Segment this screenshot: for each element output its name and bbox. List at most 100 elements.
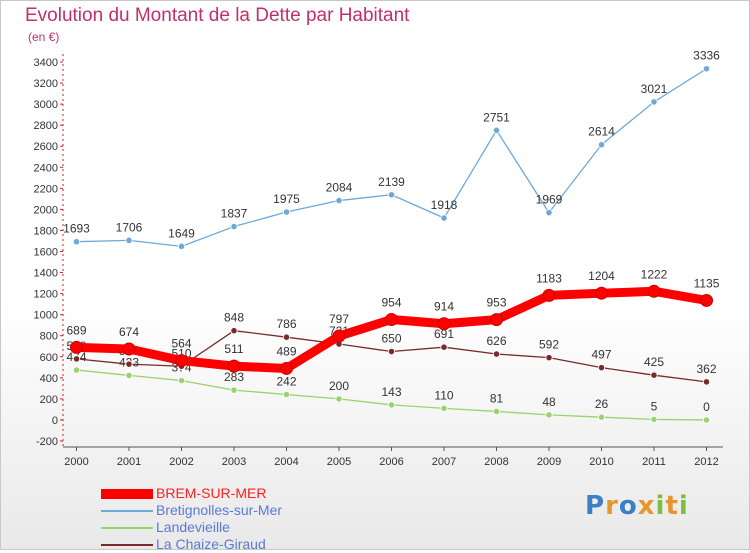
data-label: 5 <box>651 399 658 413</box>
data-point <box>595 286 608 300</box>
data-label: 626 <box>486 334 506 348</box>
y-tick-label: 2800 <box>34 120 58 132</box>
data-label: 425 <box>644 355 664 369</box>
data-label: 954 <box>381 296 401 310</box>
data-label: 26 <box>595 397 609 411</box>
data-point <box>387 401 396 409</box>
y-tick-label: 3400 <box>34 57 58 69</box>
x-tick-label: 2007 <box>432 456 456 468</box>
data-label: 1204 <box>588 269 615 283</box>
data-point <box>72 238 81 246</box>
data-point <box>122 342 136 356</box>
data-point <box>545 411 553 419</box>
data-point <box>440 214 448 222</box>
data-point <box>702 65 711 73</box>
data-point <box>230 327 238 335</box>
data-point <box>647 284 661 298</box>
data-label: 1706 <box>116 220 143 234</box>
data-point <box>387 347 396 356</box>
logo-letter: o <box>618 491 638 521</box>
data-point <box>440 343 448 351</box>
legend-item-landevieille[interactable]: Landevieille <box>101 519 421 536</box>
logo-letter: i <box>678 491 689 521</box>
data-point <box>545 209 553 217</box>
data-label: 81 <box>490 391 504 405</box>
data-label: 1918 <box>431 198 458 212</box>
logo-letter: x <box>637 491 656 521</box>
data-label: 1693 <box>63 222 90 236</box>
y-tick-label: 3000 <box>34 99 58 111</box>
data-label: 497 <box>591 348 611 362</box>
legend: BREM-SUR-MER Bretignolles-sur-Mer Landev… <box>101 485 421 553</box>
data-point <box>492 126 501 134</box>
legend-label-chaize: La Chaize-Giraud <box>156 536 266 552</box>
data-label: 200 <box>329 379 349 393</box>
data-point <box>282 208 291 216</box>
y-tick-label: 800 <box>40 331 58 343</box>
data-label: 689 <box>66 323 86 337</box>
data-point <box>597 141 606 149</box>
y-tick-label: 200 <box>40 394 58 406</box>
y-tick-label: 2000 <box>34 204 58 216</box>
data-point <box>385 313 398 327</box>
data-point <box>387 191 396 199</box>
data-point <box>177 376 186 385</box>
data-label: 2139 <box>378 175 405 189</box>
legend-swatch-brem <box>101 489 153 499</box>
proxiti-logo: Proxiti <box>585 491 689 521</box>
data-label: 3021 <box>641 82 668 96</box>
y-tick-label: 1800 <box>34 225 58 237</box>
data-label: 691 <box>434 327 454 341</box>
data-label: 650 <box>381 332 401 346</box>
data-point <box>650 371 658 379</box>
data-label: 48 <box>542 395 556 409</box>
logo-letter: r <box>605 491 619 521</box>
data-label: 592 <box>539 338 559 352</box>
data-label: 3336 <box>693 49 720 63</box>
data-point <box>72 355 81 363</box>
data-label: 2614 <box>588 125 615 139</box>
data-point <box>125 360 133 368</box>
y-tick-label: 2200 <box>34 183 58 195</box>
data-label: 1222 <box>641 267 668 281</box>
y-tick-label: -200 <box>36 436 58 448</box>
logo-letter: t <box>665 491 679 521</box>
data-point <box>230 222 238 231</box>
data-point <box>175 354 188 368</box>
legend-item-bretignolles[interactable]: Bretignolles-sur-Mer <box>101 502 421 519</box>
x-tick-label: 2008 <box>484 456 508 468</box>
data-point <box>700 293 713 307</box>
legend-item-brem[interactable]: BREM-SUR-MER <box>101 485 421 502</box>
data-label: 362 <box>696 362 716 376</box>
legend-swatch-bretignolles <box>101 510 153 512</box>
x-tick-label: 2005 <box>327 456 351 468</box>
data-label: 1183 <box>536 271 562 285</box>
x-tick-label: 2000 <box>64 456 88 468</box>
legend-swatch-landevieille <box>101 527 153 529</box>
data-label: 1135 <box>694 276 720 290</box>
data-point <box>230 386 238 394</box>
y-tick-label: 3200 <box>34 78 58 90</box>
data-label: 1837 <box>221 207 248 221</box>
data-label: 2084 <box>326 181 353 195</box>
x-tick-label: 2012 <box>694 456 718 468</box>
data-point <box>650 98 658 106</box>
data-point <box>545 354 553 362</box>
data-label: 786 <box>276 317 296 331</box>
chart-title: Evolution du Montant de la Dette par Hab… <box>25 5 410 26</box>
legend-swatch-chaize <box>101 544 153 546</box>
data-point <box>335 395 343 403</box>
data-point <box>650 415 658 424</box>
x-tick-label: 2001 <box>117 456 141 468</box>
y-tick-label: 400 <box>40 373 58 385</box>
data-point <box>227 359 241 373</box>
data-label: 797 <box>329 312 349 326</box>
data-label: 489 <box>276 344 296 358</box>
data-point <box>542 288 556 302</box>
logo-letter: P <box>585 491 606 521</box>
legend-item-chaize[interactable]: La Chaize-Giraud <box>101 536 421 553</box>
data-point <box>440 404 448 412</box>
x-tick-label: 2011 <box>642 456 666 468</box>
x-tick-label: 2002 <box>169 456 193 468</box>
